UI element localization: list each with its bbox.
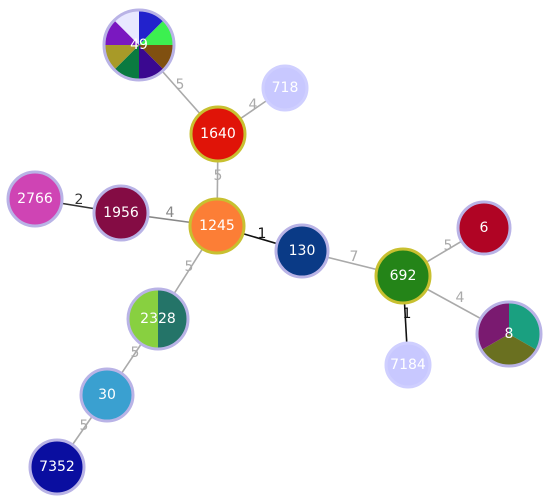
node-692[interactable]: 692	[374, 247, 432, 305]
node-6[interactable]: 6	[456, 200, 512, 256]
edge-label-1956-1245: 4	[166, 205, 175, 221]
node-1956[interactable]: 1956	[92, 184, 150, 242]
node-label-1245: 1245	[199, 218, 235, 234]
node-49-slice	[139, 45, 164, 80]
edge-label-692-6: 5	[444, 238, 453, 254]
edge-label-1245-130: 1	[258, 226, 267, 242]
node-label-7184: 7184	[390, 357, 426, 373]
node-49-slice	[139, 20, 174, 45]
node-7184[interactable]: 7184	[384, 341, 432, 389]
node-8-slice	[481, 334, 537, 366]
node-label-692: 692	[390, 268, 417, 284]
node-49[interactable]: 49	[102, 8, 176, 82]
node-label-1956: 1956	[103, 205, 139, 221]
node-2328-slice	[128, 289, 158, 349]
node-label-49: 49	[130, 37, 148, 53]
edge-label-1640-1245: 5	[214, 168, 223, 184]
node-49-slice	[104, 20, 139, 45]
node-label-2766: 2766	[17, 191, 53, 207]
edge-label-718-1640: 4	[249, 97, 258, 113]
node-label-2328: 2328	[140, 311, 176, 327]
edge-label-49-1640: 5	[176, 77, 185, 93]
node-7352[interactable]: 7352	[28, 438, 86, 496]
edge-label-130-692: 7	[350, 249, 359, 265]
edge-label-30-7352: 5	[80, 418, 89, 434]
node-8[interactable]: 8	[475, 300, 543, 368]
node-label-1640: 1640	[200, 126, 236, 142]
node-2328[interactable]: 2328	[126, 287, 190, 351]
node-label-30: 30	[98, 387, 116, 403]
node-1245[interactable]: 1245	[188, 197, 246, 255]
node-2328-slice	[158, 289, 188, 349]
node-label-8: 8	[505, 326, 514, 342]
node-718[interactable]: 718	[261, 64, 309, 112]
edge-label-692-8: 4	[456, 290, 465, 306]
node-2766[interactable]: 2766	[6, 170, 64, 228]
node-label-130: 130	[289, 243, 316, 259]
node-130[interactable]: 130	[274, 223, 330, 279]
nodes-layer: 4971816402766195612451306926871842328307…	[6, 8, 543, 496]
node-49-slice	[139, 10, 164, 45]
node-49-slice	[104, 45, 139, 70]
node-30[interactable]: 30	[79, 367, 135, 423]
node-49-slice	[114, 10, 139, 45]
edge-label-2766-1956: 2	[75, 192, 84, 208]
node-label-6: 6	[480, 220, 489, 236]
edge-label-1245-2328: 5	[185, 259, 194, 275]
node-49-slice	[139, 45, 174, 70]
node-1640[interactable]: 1640	[189, 105, 247, 163]
edge-label-692-7184: 1	[403, 306, 412, 322]
node-label-718: 718	[272, 80, 299, 96]
node-49-slice	[114, 45, 139, 80]
node-label-7352: 7352	[39, 459, 75, 475]
edge-label-2328-30: 5	[131, 345, 140, 361]
edge-labels-layer: 5 4 5 2 4 1 5 7 5 4 1 5 5	[75, 77, 465, 434]
